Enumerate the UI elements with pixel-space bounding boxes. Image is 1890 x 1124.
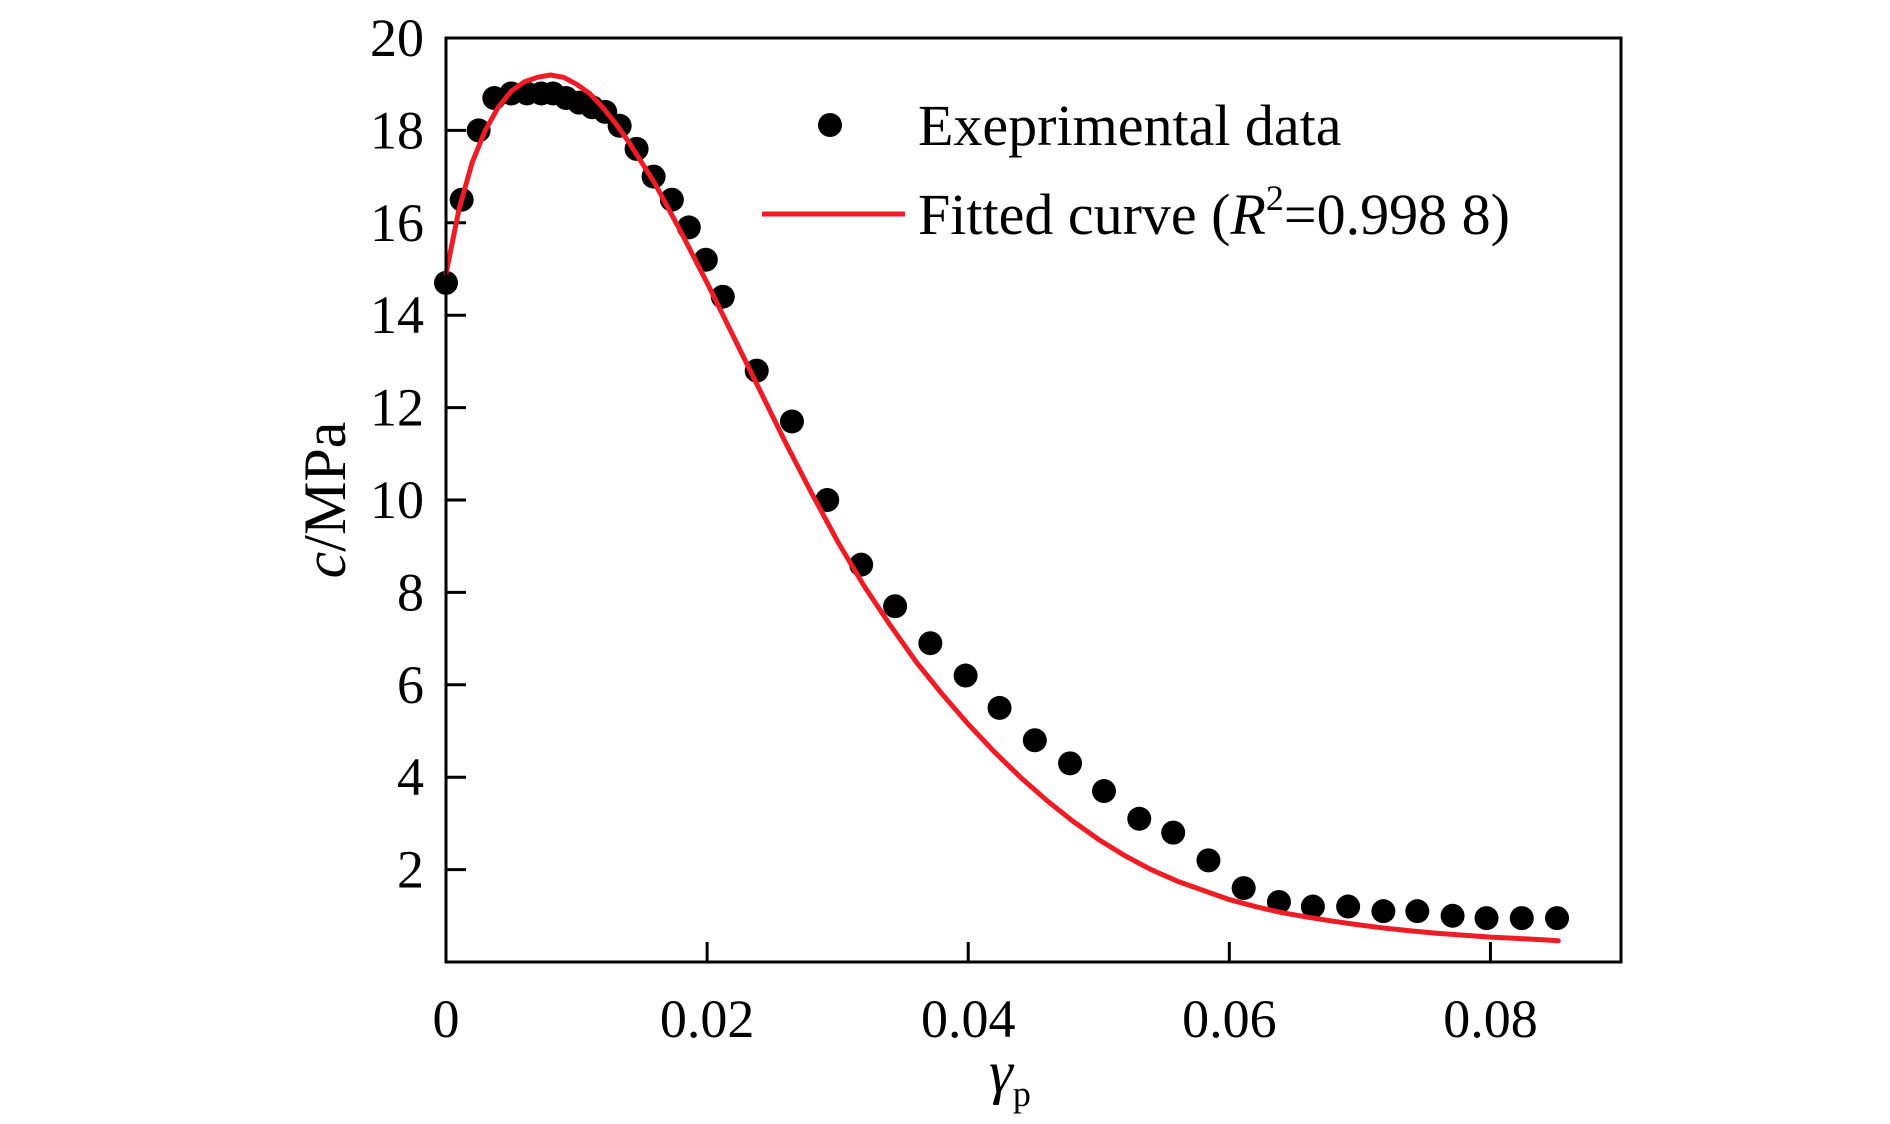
data-point — [1231, 876, 1256, 901]
legend-scatter-marker — [818, 113, 842, 137]
x-axis-label-symbol: γ — [989, 1039, 1014, 1105]
data-point — [1336, 894, 1361, 919]
data-point — [1371, 899, 1396, 924]
data-point — [918, 631, 943, 656]
x-tick-label: 0.08 — [1443, 989, 1538, 1049]
x-tick-label: 0 — [433, 989, 460, 1049]
fitted-curve-line — [443, 72, 1561, 944]
y-tick-label: 18 — [370, 100, 424, 160]
y-axis-label-unit: /MPa — [292, 422, 358, 552]
data-point — [1058, 751, 1083, 776]
data-point — [1092, 779, 1116, 804]
data-point — [1266, 889, 1291, 914]
data-point — [1405, 899, 1430, 924]
data-point — [1300, 894, 1325, 919]
x-axis-label-subscript: p — [1013, 1074, 1031, 1114]
y-tick-label: 10 — [370, 470, 424, 530]
x-axis-title: γp — [989, 1039, 1031, 1114]
data-point — [1022, 728, 1047, 753]
y-tick-label: 12 — [370, 378, 424, 438]
legend: Exeprimental data Fitted curve (R2=0.998 … — [762, 93, 1510, 247]
y-tick-label: 4 — [397, 747, 424, 807]
data-point — [1509, 906, 1534, 931]
data-point — [1545, 906, 1570, 931]
x-tick-label: 0.04 — [921, 989, 1016, 1049]
plot-series — [434, 72, 1570, 944]
y-tick-label: 6 — [397, 655, 424, 715]
y-axis-label-symbol: c — [292, 552, 358, 579]
data-point — [883, 594, 908, 619]
legend-line-label-suffix: =0.998 8) — [1284, 182, 1510, 247]
x-axis-ticks: 0 0.02 0.04 0.06 0.08 — [433, 942, 1538, 1049]
data-point — [1196, 848, 1221, 873]
y-tick-label: 20 — [370, 8, 424, 68]
y-axis-label: c/MPa — [292, 422, 358, 579]
legend-line-label: Fitted curve (R2=0.998 8) — [918, 178, 1510, 247]
legend-line-label-sup: 2 — [1266, 178, 1284, 218]
data-point — [953, 663, 978, 688]
y-axis-title: c/MPa — [292, 422, 358, 579]
legend-line-label-r: R — [1229, 182, 1265, 247]
data-point — [1127, 806, 1152, 831]
y-tick-label: 16 — [370, 193, 424, 253]
x-axis-label: γp — [989, 1039, 1031, 1114]
y-tick-label: 2 — [397, 840, 424, 900]
plot-frame — [444, 36, 1623, 964]
data-point — [779, 409, 804, 434]
x-tick-label: 0.02 — [660, 989, 755, 1049]
y-tick-label: 14 — [370, 285, 424, 345]
data-point — [1440, 903, 1465, 928]
data-point — [1161, 820, 1186, 845]
y-tick-label: 8 — [397, 562, 424, 622]
data-point — [987, 695, 1012, 720]
data-point — [1474, 906, 1499, 931]
legend-line-label-prefix: Fitted curve ( — [918, 182, 1230, 247]
x-tick-label: 0.06 — [1182, 989, 1277, 1049]
y-axis-ticks: 2 4 6 8 10 12 14 16 18 20 — [370, 8, 466, 900]
legend-scatter-label: Exeprimental data — [918, 93, 1342, 158]
